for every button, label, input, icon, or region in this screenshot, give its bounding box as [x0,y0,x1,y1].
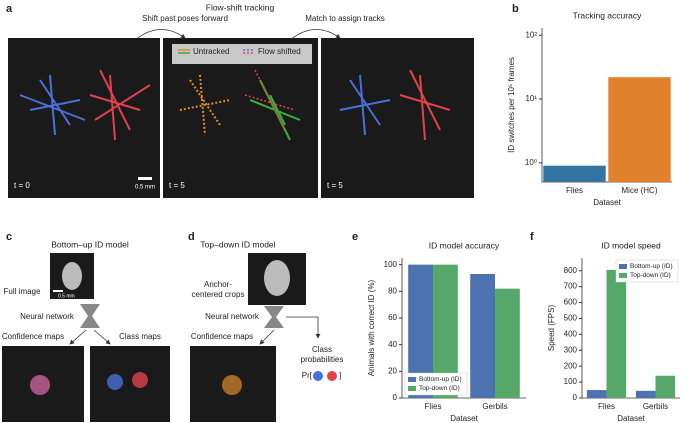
panel-label: f [530,231,534,243]
x-tick-label: Gerbils [643,402,668,411]
model-images [2,253,170,422]
panel-title: Flow-shift tracking [206,2,275,12]
legend-label: Flow shifted [258,47,301,56]
class-label: ] [339,371,341,380]
legend-swatch [408,386,416,391]
chart-title: Tracking accuracy [573,10,642,20]
x-tick-label: Flies [598,402,615,411]
class-label: probabilities [301,355,344,364]
y-tick-label: 200 [564,361,578,370]
y-tick-label: 10¹ [525,94,537,103]
scale-bar-label: 0.5 mm [135,185,155,191]
network-label: Neural network [20,312,75,321]
output-label: Confidence maps [2,332,64,341]
output-label: Class maps [119,332,161,341]
arrow [134,29,186,41]
x-tick-label: Flies [566,186,583,195]
legend-box [615,259,679,283]
y-tick-label: 400 [564,329,578,338]
y-tick-label: 800 [564,266,578,275]
bar [635,390,656,398]
y-tick-label: 0 [393,393,398,402]
class-label: Pr[ [302,371,313,380]
y-tick-label: 80 [388,286,397,295]
y-tick-label: 600 [564,298,578,307]
class-label: Class [312,345,332,354]
legend-label: Untracked [193,47,229,56]
x-axis-label: Dataset [617,414,645,423]
frame-label: t = 0 [14,181,30,190]
model-images [190,253,337,422]
y-tick-label: 60 [388,313,397,322]
legend-box [404,372,468,396]
x-axis-label: Dataset [593,198,621,207]
x-tick-label: Flies [425,402,442,411]
step-label: Shift past poses forward [142,14,228,23]
bar [606,269,627,398]
legend-label: Bottom-up (ID) [630,263,673,270]
y-tick-label: 0 [573,393,578,402]
legend-swatch [619,273,627,278]
input-label: Anchor- [204,280,232,289]
legend-swatch [619,264,627,269]
y-tick-label: 700 [564,282,578,291]
input-label: Full image [4,287,41,296]
chart-title: ID model speed [601,240,661,250]
legend-label: Top-down (ID) [630,272,671,279]
bar [470,274,495,398]
panel-label: b [512,3,519,15]
y-axis-label: Speed (FPS) [547,305,556,352]
chart-title: ID model accuracy [429,240,500,250]
y-tick-label: 10⁰ [525,158,537,167]
panel-label: e [352,231,358,243]
output-label: Confidence maps [191,332,253,341]
panel-title: Top–down ID model [200,239,275,249]
x-axis-label: Dataset [450,414,478,423]
bar [655,375,676,398]
panel-title: Bottom–up ID model [51,239,129,249]
y-tick-label: 10² [525,30,537,39]
y-tick-label: 40 [388,340,397,349]
input-label: centered crops [192,290,245,299]
panel-label: d [188,231,195,243]
y-tick-label: 20 [388,366,397,375]
step-label: Match to assign tracks [305,14,385,23]
scale-bar-label: 0.5 mm [58,293,75,299]
y-tick-label: 100 [384,260,398,269]
frame-images [8,38,474,198]
x-tick-label: Gerbils [482,402,507,411]
y-axis-label: Animals with correct ID (%) [367,279,376,376]
bar [608,77,671,182]
bar [495,288,520,398]
y-tick-label: 300 [564,345,578,354]
bar [586,390,607,398]
y-axis-label: ID switches per 10⁵ frames [507,57,516,153]
y-tick-label: 100 [564,377,578,386]
legend-label: Top-down (ID) [419,385,460,392]
panel-label: c [6,231,12,243]
arrow [289,29,341,41]
x-tick-label: Mice (HC) [622,186,658,195]
frame-label: t = 5 [169,181,185,190]
legend-swatch [408,377,416,382]
panel-label: a [6,3,13,15]
frame-label: t = 5 [327,181,343,190]
bar [543,165,606,182]
y-tick-label: 500 [564,314,578,323]
network-label: Neural network [205,312,260,321]
legend-label: Bottom-up (ID) [419,376,462,383]
